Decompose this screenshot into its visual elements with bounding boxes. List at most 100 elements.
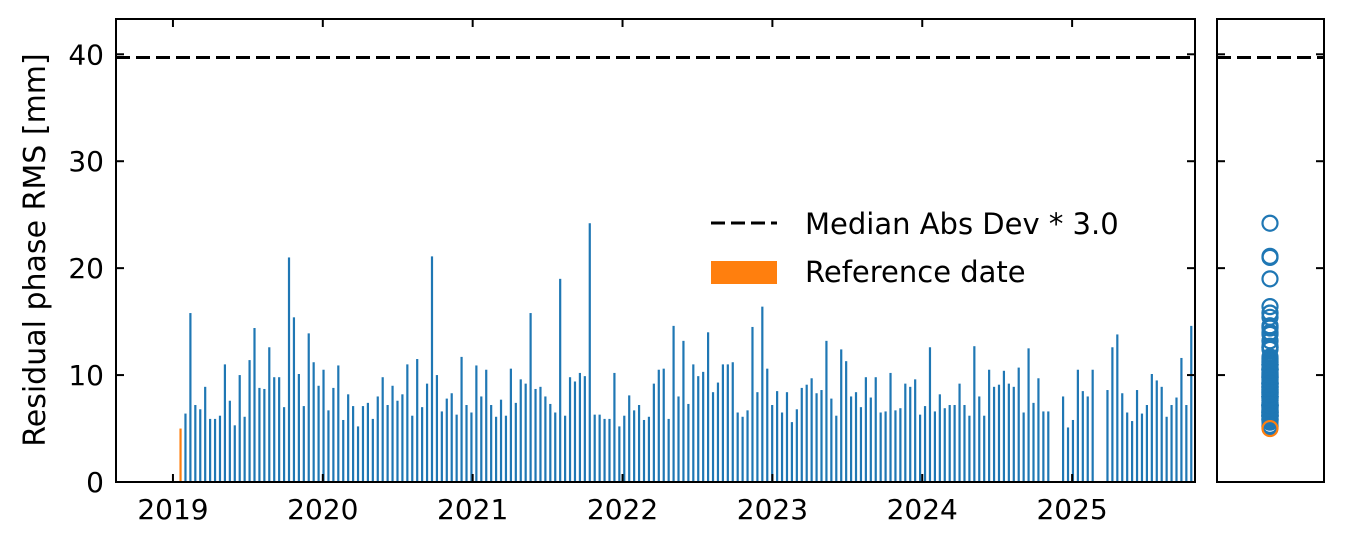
data-bar — [485, 369, 488, 482]
data-bar — [391, 385, 394, 482]
data-bar — [1086, 396, 1089, 482]
y-tick-label: 30 — [68, 145, 104, 178]
data-bar — [416, 359, 419, 482]
data-bar — [352, 406, 355, 482]
data-bar — [573, 381, 577, 482]
data-bar — [411, 415, 414, 482]
legend-label-threshold: Median Abs Dev * 3.0 — [805, 207, 1119, 241]
data-bar — [544, 396, 547, 482]
data-bar — [642, 419, 646, 482]
data-bar — [509, 368, 512, 482]
data-bar — [1047, 411, 1050, 482]
data-bar — [869, 397, 872, 482]
data-bar — [1155, 380, 1158, 482]
data-bar — [746, 410, 749, 482]
data-bar — [771, 405, 774, 482]
data-bar — [1180, 357, 1183, 482]
legend-label-reference: Reference date — [805, 255, 1026, 289]
data-bar — [726, 364, 729, 482]
data-bar — [564, 415, 567, 482]
data-bar — [356, 426, 360, 482]
data-bar — [238, 375, 241, 482]
y-axis-label: Residual phase RMS [mm] — [18, 53, 53, 446]
data-bar — [1140, 413, 1144, 482]
data-bar — [608, 418, 611, 482]
data-bar — [756, 392, 759, 482]
data-bar — [672, 325, 675, 482]
data-bar — [184, 413, 187, 482]
data-bar — [421, 407, 424, 482]
data-bar — [268, 347, 271, 482]
data-bar — [923, 406, 927, 482]
data-bar — [992, 386, 996, 482]
data-bar — [780, 412, 784, 482]
x-tick-label: 2024 — [887, 493, 958, 526]
data-bar — [598, 414, 601, 482]
data-bar — [618, 426, 621, 482]
data-bar — [697, 376, 700, 482]
data-bar — [978, 396, 981, 482]
data-bar — [766, 368, 769, 482]
data-bar — [248, 360, 251, 482]
data-bar — [1121, 393, 1124, 482]
data-bar — [228, 400, 231, 482]
data-bar — [662, 368, 665, 482]
y-tick-label: 0 — [86, 466, 104, 499]
data-bar — [494, 416, 498, 482]
data-bar — [342, 419, 345, 482]
data-bar — [480, 396, 483, 482]
scatter-point — [1261, 408, 1279, 426]
data-bar — [337, 365, 340, 482]
side-distribution-panel — [1216, 18, 1325, 483]
data-bar — [287, 257, 291, 482]
y-axis-ticks: 0 10 20 30 40 — [68, 38, 1195, 499]
data-bar — [460, 356, 463, 482]
scatter-point — [1261, 270, 1279, 288]
main-chart-panel: 2019 2020 2021 2022 2023 2024 2025 0 10 20 30 40 R… — [18, 18, 1196, 526]
data-bar — [613, 372, 616, 482]
data-bar — [988, 369, 991, 482]
data-bar — [302, 406, 305, 482]
scatter-point — [1261, 338, 1279, 356]
y-tick-label: 20 — [68, 252, 104, 285]
x-tick-label: 2022 — [587, 493, 658, 526]
data-bar — [919, 414, 922, 482]
data-bar — [1091, 369, 1094, 482]
data-bar — [327, 410, 330, 482]
scatter-point — [1261, 247, 1279, 265]
data-bar — [785, 392, 789, 482]
scatter-point — [1261, 349, 1279, 367]
data-bar — [490, 405, 493, 482]
data-bar — [637, 405, 641, 482]
data-bar — [381, 377, 384, 482]
data-bar — [1032, 402, 1035, 482]
data-bar — [253, 328, 256, 482]
data-bar — [687, 403, 690, 482]
data-bar — [894, 410, 897, 482]
data-bar — [376, 396, 379, 482]
data-bar — [1076, 369, 1079, 482]
legend: Median Abs Dev * 3.0 Reference date — [711, 207, 1119, 289]
scatter-point — [1261, 378, 1279, 396]
data-bar — [1027, 348, 1030, 482]
y-tick-label: 10 — [68, 359, 104, 392]
y-tick-label: 40 — [68, 38, 104, 71]
data-bar — [623, 415, 626, 482]
data-bar — [721, 364, 724, 482]
data-bar — [273, 377, 276, 482]
data-bar — [889, 372, 892, 482]
data-bar — [845, 361, 848, 482]
data-bar — [386, 405, 389, 482]
scatter-point — [1261, 371, 1279, 390]
data-bar — [406, 364, 409, 482]
data-bar — [628, 395, 631, 482]
data-bar — [943, 408, 946, 482]
data-bar — [904, 383, 907, 482]
data-bar — [559, 278, 562, 482]
main-plot-frame — [115, 18, 1196, 483]
data-bar — [445, 398, 448, 482]
scatter-points — [1261, 214, 1279, 438]
data-bar — [292, 317, 296, 482]
scatter-point — [1261, 361, 1279, 379]
